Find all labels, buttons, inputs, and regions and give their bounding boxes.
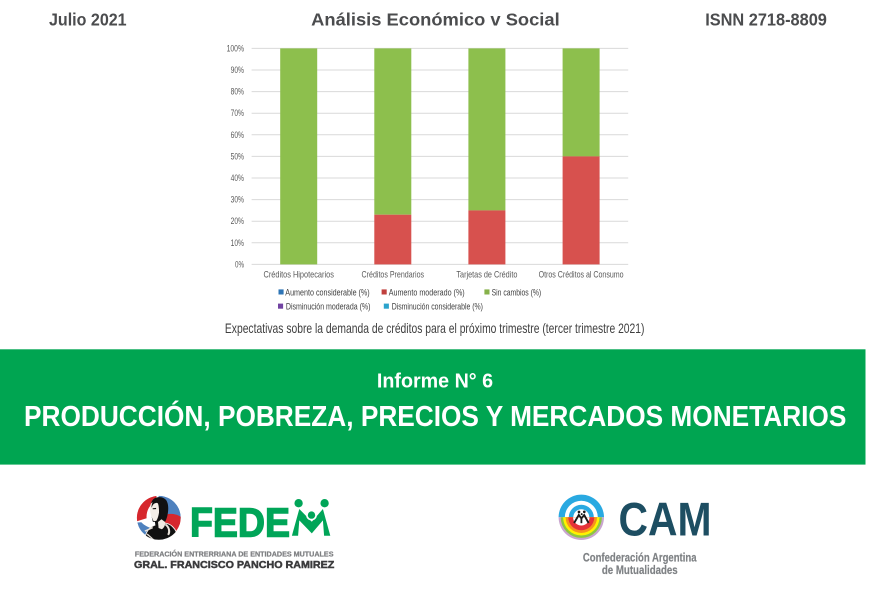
svg-text:Créditos Prendarios: Créditos Prendarios [362, 269, 425, 279]
svg-text:Aumento considerable (%): Aumento considerable (%) [285, 287, 369, 297]
svg-text:Otros Créditos al Consumo: Otros Créditos al Consumo [539, 269, 624, 279]
svg-text:Disminución considerable (%): Disminución considerable (%) [392, 302, 483, 312]
svg-text:Expectativas sobre la demanda: Expectativas sobre la demanda de crédito… [225, 320, 645, 336]
svg-text:Análisis Económico v Social: Análisis Económico v Social [311, 10, 560, 30]
svg-text:20%: 20% [231, 216, 245, 226]
svg-text:ISNN 2718-8809: ISNN 2718-8809 [705, 10, 827, 30]
svg-text:Disminución moderada (%): Disminución moderada (%) [286, 302, 371, 312]
svg-text:40%: 40% [231, 173, 245, 183]
svg-text:80%: 80% [231, 87, 245, 97]
svg-text:0%: 0% [235, 259, 244, 269]
svg-text:90%: 90% [231, 65, 245, 75]
svg-text:50%: 50% [231, 151, 245, 161]
svg-text:Informe N° 6: Informe N° 6 [377, 370, 493, 392]
svg-text:FEDERACIÓN ENTRERRIANA DE ENTI: FEDERACIÓN ENTRERRIANA DE ENTIDADES MUTU… [135, 549, 334, 558]
svg-text:30%: 30% [231, 195, 245, 205]
svg-text:70%: 70% [231, 108, 245, 118]
svg-text:Julio 2021: Julio 2021 [49, 10, 127, 30]
svg-text:FEDE: FEDE [190, 500, 290, 546]
svg-text:100%: 100% [227, 43, 245, 53]
svg-text:60%: 60% [231, 130, 245, 140]
svg-text:GRAL. FRANCISCO PANCHO RAMIREZ: GRAL. FRANCISCO PANCHO RAMIREZ [134, 560, 334, 571]
svg-text:PRODUCCIÓN, POBREZA, PRECIOS Y: PRODUCCIÓN, POBREZA, PRECIOS Y MERCADOS … [24, 401, 846, 433]
svg-text:Confederación Argentina: Confederación Argentina [583, 551, 697, 565]
svg-text:10%: 10% [231, 238, 245, 248]
svg-text:Tarjetas de Crédito: Tarjetas de Crédito [456, 269, 517, 279]
svg-text:CAM: CAM [619, 493, 712, 546]
svg-text:Aumento moderado (%): Aumento moderado (%) [389, 287, 465, 297]
svg-text:Créditos Hipotecarios: Créditos Hipotecarios [264, 269, 335, 279]
svg-text:Sin cambios (%): Sin cambios (%) [492, 287, 542, 297]
svg-text:de Mutualidades: de Mutualidades [602, 563, 678, 577]
